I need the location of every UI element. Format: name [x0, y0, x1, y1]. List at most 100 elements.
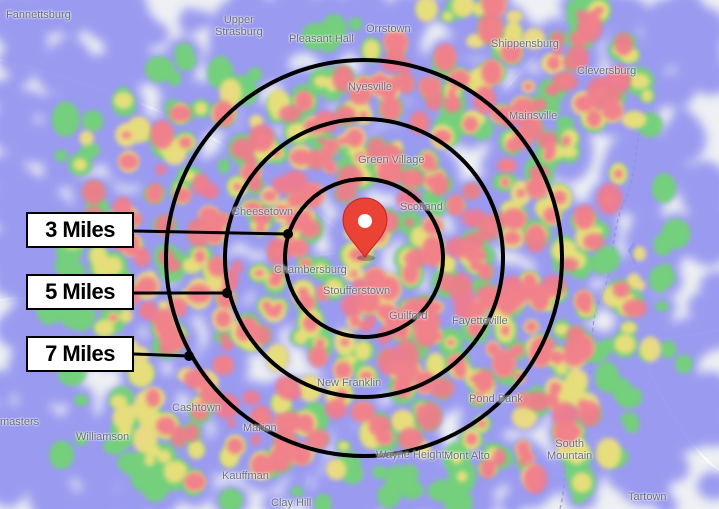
- ring-5-miles: [223, 117, 505, 399]
- heat-blob: [533, 98, 547, 112]
- heat-blob: [212, 355, 234, 376]
- heat-blob: [190, 402, 209, 421]
- heat-blob: [118, 153, 139, 170]
- heat-blob: [59, 0, 109, 21]
- heat-blob: [157, 449, 172, 464]
- heat-blob: [349, 250, 359, 260]
- place-label: Kauffman: [222, 470, 269, 482]
- heat-blob: [249, 178, 262, 193]
- heat-blob: [405, 248, 427, 270]
- heat-blob: [511, 405, 538, 429]
- heat-blob: [462, 116, 479, 133]
- heat-blob: [444, 489, 473, 509]
- heat-blob: [157, 300, 169, 310]
- heat-blob: [338, 441, 349, 451]
- heat-blob: [670, 107, 694, 136]
- heat-blob: [565, 368, 589, 394]
- heat-blob: [262, 190, 277, 202]
- heat-blob: [169, 104, 192, 123]
- heat-blob: [499, 491, 524, 509]
- heat-blob: [150, 120, 175, 150]
- heat-blob: [0, 49, 25, 72]
- heat-blob: [290, 486, 304, 497]
- heat-blob: [156, 416, 177, 435]
- heat-blob: [112, 404, 135, 431]
- heat-blob: [577, 399, 589, 412]
- heat-blob: [574, 290, 593, 312]
- heat-blob: [323, 161, 337, 174]
- heat-blob: [583, 233, 605, 250]
- heat-blob: [443, 94, 461, 114]
- heat-blob: [591, 226, 604, 236]
- heat-blob: [453, 292, 478, 322]
- heat-blob: [375, 429, 394, 446]
- heat-blob: [188, 442, 203, 455]
- heat-blob: [398, 464, 419, 484]
- heat-blob: [211, 212, 231, 227]
- place-label-line: Upper: [223, 14, 254, 26]
- heat-blob: [621, 110, 647, 129]
- heat-blob: [350, 401, 375, 423]
- heat-blob: [555, 365, 568, 375]
- heat-blob: [587, 10, 597, 21]
- heat-blob: [376, 161, 402, 185]
- heat-blob: [465, 248, 477, 263]
- location-pin-icon[interactable]: [342, 197, 388, 261]
- heat-blob: [314, 493, 332, 509]
- heat-blob: [553, 416, 579, 447]
- heat-blob: [562, 54, 580, 70]
- heat-blob: [159, 339, 174, 356]
- heat-blob: [194, 101, 208, 116]
- heat-blob: [601, 0, 649, 32]
- heat-blob: [49, 440, 74, 470]
- place-label: Guilford: [389, 310, 428, 322]
- heat-blob: [480, 458, 496, 479]
- heat-blob: [12, 413, 58, 458]
- heat-blob: [295, 90, 313, 112]
- heat-blob: [550, 350, 564, 365]
- heat-blob: [420, 191, 434, 203]
- leader-dot-7-miles: [184, 351, 194, 361]
- place-label: New Franklin: [317, 377, 382, 389]
- heat-blob: [379, 96, 402, 122]
- heat-blob: [349, 315, 361, 327]
- heat-blob: [397, 427, 424, 451]
- heat-blob: [626, 273, 642, 289]
- heat-blob: [275, 375, 300, 400]
- heat-blob: [205, 183, 216, 196]
- heat-blob: [363, 267, 388, 295]
- heat-blob: [629, 73, 650, 89]
- place-label: Mainsville: [509, 110, 558, 122]
- heat-blob: [525, 177, 549, 199]
- heat-blob: [491, 349, 516, 378]
- heat-blob: [73, 158, 87, 171]
- heat-blob: [32, 176, 56, 206]
- heat-blob: [145, 444, 161, 457]
- heat-blob: [433, 43, 457, 72]
- heat-blob: [326, 458, 347, 481]
- heat-blob: [183, 472, 206, 491]
- heat-blob: [701, 175, 719, 196]
- heat-blob: [287, 238, 309, 258]
- heat-blob: [299, 258, 312, 269]
- heat-blob: [254, 269, 265, 277]
- heat-blob: [268, 275, 282, 287]
- heat-blob: [155, 164, 167, 175]
- heat-blob: [102, 438, 126, 455]
- heat-blob: [632, 246, 647, 262]
- heat-blob: [107, 55, 133, 79]
- heat-blob: [462, 182, 482, 200]
- place-label: Nyesville: [348, 81, 393, 93]
- heat-blob: [170, 426, 188, 447]
- heat-blob: [265, 343, 289, 372]
- heat-blob: [54, 255, 79, 277]
- heat-blob: [82, 110, 104, 133]
- place-label: Cleversburg: [577, 65, 637, 77]
- heat-blob: [325, 279, 343, 296]
- heat-blob: [446, 194, 466, 216]
- heat-blob: [172, 297, 188, 317]
- heat-blob: [641, 3, 693, 59]
- heat-blob: [218, 332, 230, 341]
